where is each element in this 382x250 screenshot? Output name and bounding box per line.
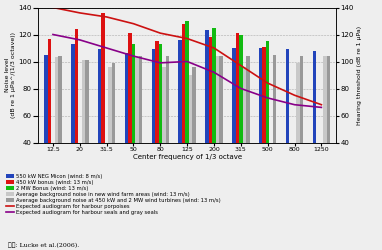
Bar [313, 51, 316, 142]
Bar [85, 60, 89, 142]
Y-axis label: Noise level
(dB re 1 μPa^/(1/3 octave)): Noise level (dB re 1 μPa^/(1/3 octave)) [5, 32, 16, 118]
Bar [323, 56, 327, 142]
Bar [58, 56, 62, 142]
Y-axis label: Hearing threshold (dB re 1 μPa): Hearing threshold (dB re 1 μPa) [357, 26, 362, 124]
Bar [185, 21, 189, 142]
Bar [286, 49, 289, 142]
Bar [219, 56, 223, 142]
Bar [266, 41, 269, 142]
Bar [236, 33, 239, 142]
Bar [243, 67, 246, 142]
Bar [101, 13, 105, 142]
Bar [55, 58, 58, 142]
Bar [128, 33, 132, 142]
Text: 자료: Lucke et al.(2006).: 자료: Lucke et al.(2006). [8, 242, 79, 248]
Bar [300, 56, 303, 142]
Bar [296, 63, 300, 142]
Bar [155, 41, 159, 142]
Bar [246, 56, 249, 142]
Bar [152, 49, 155, 142]
Bar [44, 55, 48, 142]
Bar [162, 67, 165, 142]
Bar [98, 49, 101, 142]
Bar [259, 48, 262, 142]
Bar [193, 67, 196, 142]
Bar [48, 38, 51, 142]
Bar [178, 40, 182, 142]
Bar [125, 54, 128, 142]
Bar [273, 55, 277, 142]
Bar [239, 34, 243, 142]
Bar [189, 75, 193, 142]
Bar [108, 67, 112, 142]
Bar [216, 56, 219, 142]
Bar [232, 48, 236, 142]
X-axis label: Center frequency of 1/3 octave: Center frequency of 1/3 octave [133, 154, 242, 160]
Bar [139, 56, 142, 142]
Bar [135, 56, 139, 142]
Bar [262, 47, 266, 142]
Bar [182, 24, 185, 142]
Bar [209, 37, 212, 142]
Bar [205, 30, 209, 142]
Bar [81, 60, 85, 142]
Bar [112, 63, 115, 142]
Bar [159, 44, 162, 142]
Bar [165, 56, 169, 142]
Bar [212, 28, 216, 142]
Legend: 550 kW NEG Micon (wind: 8 m/s), 450 kW bonus (wind: 13 m/s), 2 MW Bonus (wind: 1: 550 kW NEG Micon (wind: 8 m/s), 450 kW b… [6, 174, 221, 215]
Bar [74, 29, 78, 142]
Bar [71, 44, 74, 142]
Bar [132, 44, 135, 142]
Bar [327, 56, 330, 142]
